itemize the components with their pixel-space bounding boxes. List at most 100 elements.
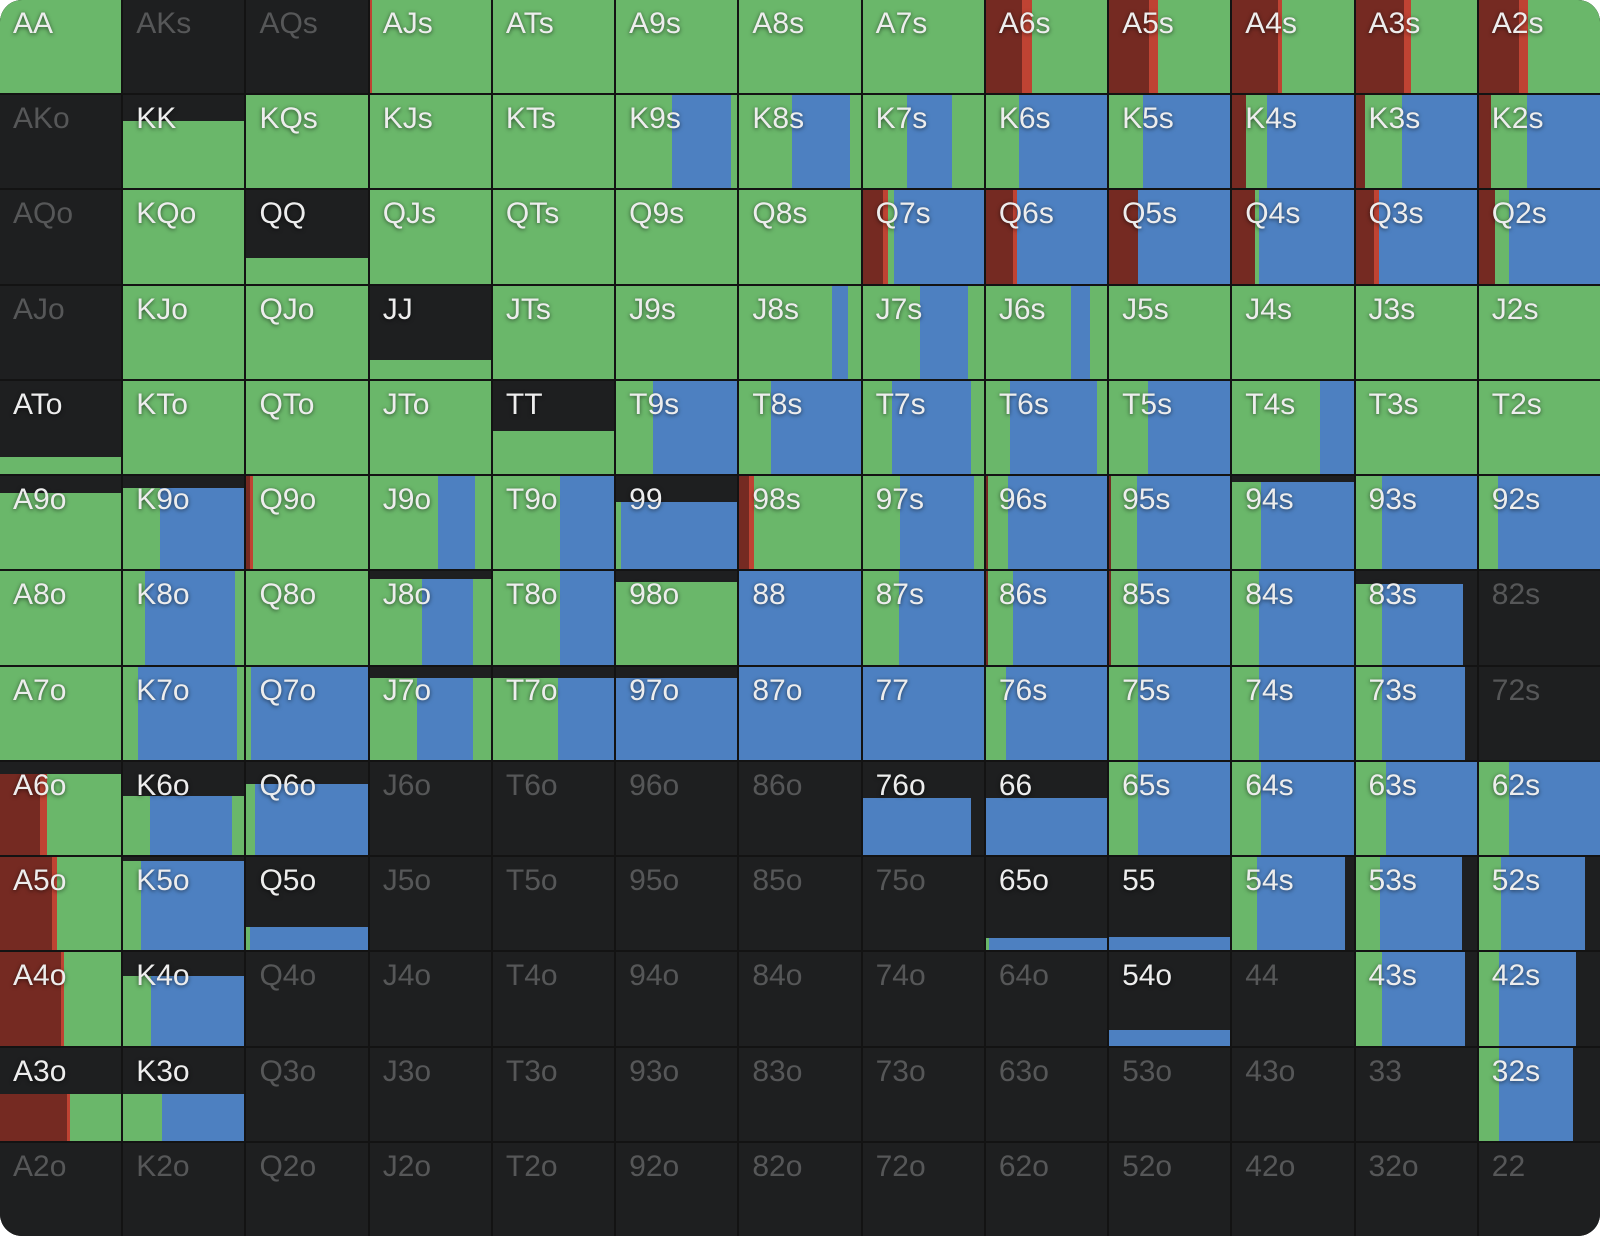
cell-76o[interactable]: 76o bbox=[862, 761, 984, 856]
cell-Q4s[interactable]: Q4s bbox=[1232, 190, 1354, 284]
cell-75s[interactable]: 75s bbox=[1109, 666, 1231, 760]
cell-94s[interactable]: 94s bbox=[1232, 476, 1354, 570]
cell-94o[interactable]: 94o bbox=[616, 952, 738, 1046]
cell-J8s[interactable]: J8s bbox=[739, 285, 861, 379]
cell-J9o[interactable]: J9o bbox=[369, 476, 491, 570]
cell-77[interactable]: 77 bbox=[862, 666, 984, 760]
cell-84o[interactable]: 84o bbox=[739, 952, 861, 1046]
cell-T8o[interactable]: T8o bbox=[492, 571, 615, 665]
cell-65o[interactable]: 65o bbox=[985, 857, 1108, 951]
cell-J7s[interactable]: J7s bbox=[862, 285, 984, 379]
cell-95o[interactable]: 95o bbox=[616, 857, 738, 951]
cell-92o[interactable]: 92o bbox=[616, 1142, 738, 1236]
cell-J3o[interactable]: J3o bbox=[369, 1047, 491, 1141]
cell-A9o[interactable]: A9o bbox=[0, 476, 122, 570]
cell-QQ[interactable]: QQ bbox=[246, 190, 368, 284]
cell-A5o[interactable]: A5o bbox=[0, 857, 122, 951]
cell-J6s[interactable]: J6s bbox=[985, 285, 1108, 379]
cell-82s[interactable]: 82s bbox=[1478, 571, 1600, 665]
cell-K3o[interactable]: K3o bbox=[123, 1047, 245, 1141]
cell-52s[interactable]: 52s bbox=[1478, 857, 1600, 951]
cell-42s[interactable]: 42s bbox=[1478, 952, 1600, 1046]
cell-43o[interactable]: 43o bbox=[1232, 1047, 1354, 1141]
cell-ATo[interactable]: ATo bbox=[0, 380, 122, 475]
cell-84s[interactable]: 84s bbox=[1232, 571, 1354, 665]
cell-62o[interactable]: 62o bbox=[985, 1142, 1108, 1236]
cell-74s[interactable]: 74s bbox=[1232, 666, 1354, 760]
cell-A8o[interactable]: A8o bbox=[0, 571, 122, 665]
cell-32s[interactable]: 32s bbox=[1478, 1047, 1600, 1141]
cell-42o[interactable]: 42o bbox=[1232, 1142, 1354, 1236]
cell-K3s[interactable]: K3s bbox=[1355, 95, 1477, 189]
cell-52o[interactable]: 52o bbox=[1109, 1142, 1231, 1236]
cell-72s[interactable]: 72s bbox=[1478, 666, 1600, 760]
cell-99[interactable]: 99 bbox=[616, 476, 738, 570]
cell-A2o[interactable]: A2o bbox=[0, 1142, 122, 1236]
cell-T7o[interactable]: T7o bbox=[492, 666, 615, 760]
cell-AJo[interactable]: AJo bbox=[0, 285, 122, 379]
cell-J8o[interactable]: J8o bbox=[369, 571, 491, 665]
cell-J4s[interactable]: J4s bbox=[1232, 285, 1354, 379]
cell-JTo[interactable]: JTo bbox=[369, 380, 491, 475]
cell-Q9s[interactable]: Q9s bbox=[616, 190, 738, 284]
cell-KJs[interactable]: KJs bbox=[369, 95, 491, 189]
cell-K2o[interactable]: K2o bbox=[123, 1142, 245, 1236]
cell-Q2o[interactable]: Q2o bbox=[246, 1142, 368, 1236]
cell-53o[interactable]: 53o bbox=[1109, 1047, 1231, 1141]
cell-QTo[interactable]: QTo bbox=[246, 380, 368, 475]
cell-43s[interactable]: 43s bbox=[1355, 952, 1477, 1046]
cell-Q6s[interactable]: Q6s bbox=[985, 190, 1108, 284]
cell-AJs[interactable]: AJs bbox=[369, 0, 491, 94]
cell-Q6o[interactable]: Q6o bbox=[246, 761, 368, 856]
cell-64s[interactable]: 64s bbox=[1232, 761, 1354, 856]
cell-KTs[interactable]: KTs bbox=[492, 95, 615, 189]
cell-J2o[interactable]: J2o bbox=[369, 1142, 491, 1236]
cell-63o[interactable]: 63o bbox=[985, 1047, 1108, 1141]
cell-T9s[interactable]: T9s bbox=[616, 380, 738, 475]
cell-T6s[interactable]: T6s bbox=[985, 380, 1108, 475]
cell-54s[interactable]: 54s bbox=[1232, 857, 1354, 951]
cell-A7s[interactable]: A7s bbox=[862, 0, 984, 94]
cell-QJs[interactable]: QJs bbox=[369, 190, 491, 284]
cell-87s[interactable]: 87s bbox=[862, 571, 984, 665]
cell-K6s[interactable]: K6s bbox=[985, 95, 1108, 189]
cell-53s[interactable]: 53s bbox=[1355, 857, 1477, 951]
cell-A4s[interactable]: A4s bbox=[1232, 0, 1354, 94]
cell-92s[interactable]: 92s bbox=[1478, 476, 1600, 570]
cell-75o[interactable]: 75o bbox=[862, 857, 984, 951]
cell-98o[interactable]: 98o bbox=[616, 571, 738, 665]
cell-65s[interactable]: 65s bbox=[1109, 761, 1231, 856]
cell-J3s[interactable]: J3s bbox=[1355, 285, 1477, 379]
cell-Q5o[interactable]: Q5o bbox=[246, 857, 368, 951]
cell-76s[interactable]: 76s bbox=[985, 666, 1108, 760]
cell-72o[interactable]: 72o bbox=[862, 1142, 984, 1236]
cell-86s[interactable]: 86s bbox=[985, 571, 1108, 665]
cell-A7o[interactable]: A7o bbox=[0, 666, 122, 760]
cell-A3o[interactable]: A3o bbox=[0, 1047, 122, 1141]
cell-87o[interactable]: 87o bbox=[739, 666, 861, 760]
cell-K2s[interactable]: K2s bbox=[1478, 95, 1600, 189]
cell-A9s[interactable]: A9s bbox=[616, 0, 738, 94]
cell-64o[interactable]: 64o bbox=[985, 952, 1108, 1046]
cell-83s[interactable]: 83s bbox=[1355, 571, 1477, 665]
cell-KJo[interactable]: KJo bbox=[123, 285, 245, 379]
cell-QTs[interactable]: QTs bbox=[492, 190, 615, 284]
cell-83o[interactable]: 83o bbox=[739, 1047, 861, 1141]
cell-ATs[interactable]: ATs bbox=[492, 0, 615, 94]
cell-T3s[interactable]: T3s bbox=[1355, 380, 1477, 475]
cell-98s[interactable]: 98s bbox=[739, 476, 861, 570]
cell-73o[interactable]: 73o bbox=[862, 1047, 984, 1141]
cell-97s[interactable]: 97s bbox=[862, 476, 984, 570]
cell-JJ[interactable]: JJ bbox=[369, 285, 491, 379]
cell-T4s[interactable]: T4s bbox=[1232, 380, 1354, 475]
cell-K6o[interactable]: K6o bbox=[123, 761, 245, 856]
cell-K7s[interactable]: K7s bbox=[862, 95, 984, 189]
cell-T6o[interactable]: T6o bbox=[492, 761, 615, 856]
cell-32o[interactable]: 32o bbox=[1355, 1142, 1477, 1236]
cell-KQo[interactable]: KQo bbox=[123, 190, 245, 284]
cell-73s[interactable]: 73s bbox=[1355, 666, 1477, 760]
cell-K5o[interactable]: K5o bbox=[123, 857, 245, 951]
cell-KQs[interactable]: KQs bbox=[246, 95, 368, 189]
cell-Q4o[interactable]: Q4o bbox=[246, 952, 368, 1046]
cell-A4o[interactable]: A4o bbox=[0, 952, 122, 1046]
